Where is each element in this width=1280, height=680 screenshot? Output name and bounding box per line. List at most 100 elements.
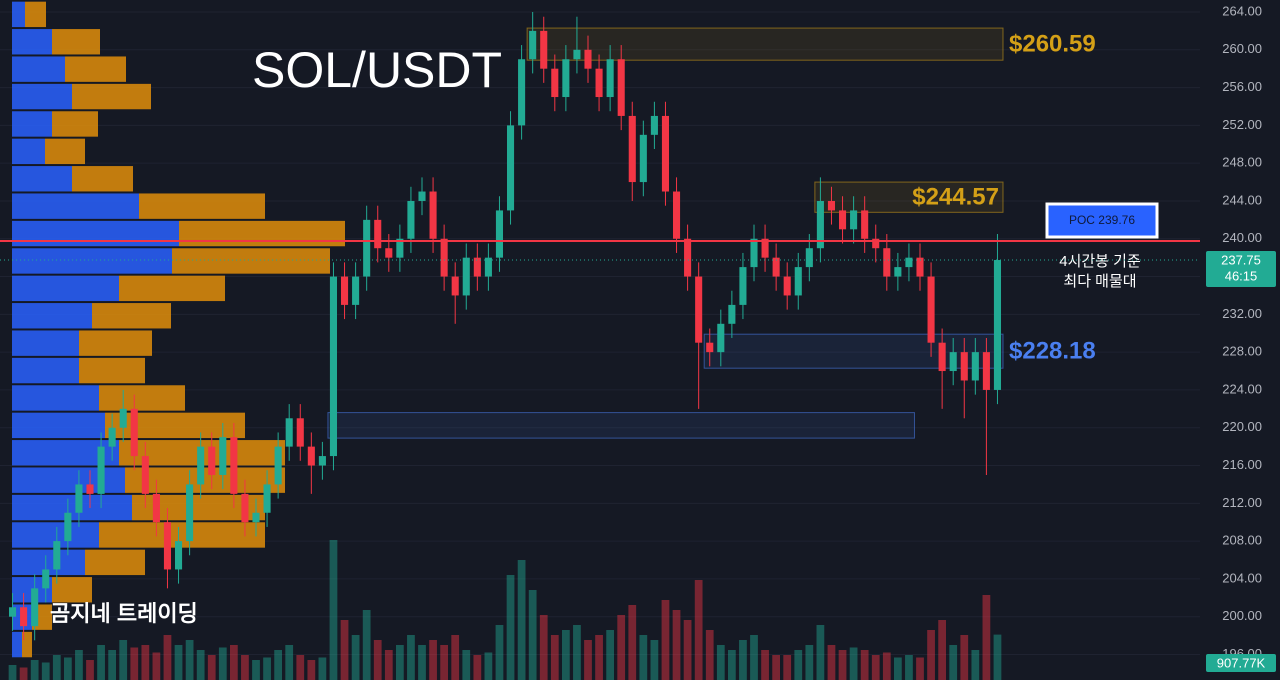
volume-bar: [41, 662, 50, 680]
candle-body: [850, 210, 858, 230]
volume-bar: [849, 647, 858, 680]
candle-body: [252, 512, 260, 523]
volume-bar: [650, 640, 659, 680]
volume-bar: [882, 652, 891, 680]
zone-label: $228.18: [1009, 338, 1096, 365]
candle-body: [119, 408, 127, 428]
candle-body: [396, 238, 404, 258]
volume-bar: [528, 590, 537, 680]
profile-bar: [12, 1, 25, 28]
volume-bar: [584, 640, 592, 680]
candle-body: [938, 342, 946, 372]
volume-bar: [86, 660, 94, 680]
volume-tag-label: 907.77K: [1217, 655, 1266, 670]
candle-body: [661, 115, 670, 192]
candle-body: [838, 210, 847, 230]
candle-body: [949, 352, 957, 372]
candle-body: [639, 134, 647, 183]
candle-body: [827, 200, 836, 211]
candle-body: [562, 59, 570, 98]
volume-bar: [19, 667, 28, 680]
candle-body: [230, 437, 238, 494]
y-tick-label: 200.00: [1222, 608, 1262, 623]
volume-bar: [97, 645, 105, 680]
candle-body: [130, 408, 138, 457]
volume-bar: [462, 650, 471, 680]
profile-bar: [79, 330, 152, 356]
volume-bar: [960, 635, 969, 680]
candle-body: [695, 276, 703, 343]
volume-bar: [860, 650, 869, 680]
candle-body: [684, 238, 692, 277]
candle-body: [352, 276, 360, 305]
candle-body: [816, 200, 824, 249]
volume-bar: [871, 655, 880, 680]
volume-bar: [617, 615, 626, 680]
candle-body: [783, 276, 791, 296]
volume-bar: [783, 655, 792, 680]
volume-bar: [672, 610, 681, 680]
candle-body: [960, 352, 968, 381]
candle-body: [429, 191, 437, 239]
volume-bar: [30, 660, 39, 680]
volume-bar: [772, 655, 781, 680]
volume-bar: [750, 635, 758, 680]
profile-bar: [52, 577, 92, 603]
candle-body: [739, 267, 747, 305]
candle-body: [772, 257, 780, 277]
volume-bar: [761, 650, 769, 680]
candle-body: [75, 484, 83, 513]
volume-bar: [274, 650, 283, 680]
profile-bar: [12, 166, 72, 192]
y-tick-label: 244.00: [1222, 192, 1262, 207]
volume-bar: [573, 625, 581, 680]
candle-body: [208, 446, 216, 475]
candle-body: [750, 238, 758, 268]
candle-body: [296, 418, 304, 447]
candle-body: [650, 115, 658, 135]
profile-bar: [105, 412, 245, 439]
volume-bar: [539, 615, 548, 680]
candle-body: [982, 352, 990, 390]
candle-body: [263, 484, 271, 513]
candle-body: [584, 49, 592, 69]
profile-bar: [12, 631, 22, 658]
zone: [703, 333, 1004, 369]
candle-body: [993, 260, 1002, 390]
candle-body: [728, 304, 736, 324]
volume-bar: [373, 640, 382, 680]
volume-bar: [982, 595, 991, 680]
profile-bar: [12, 494, 132, 521]
volume-bar: [905, 655, 913, 680]
profile-bar: [12, 193, 139, 219]
candle-body: [53, 541, 61, 570]
candle-body: [451, 276, 459, 296]
price-tag: [1206, 251, 1276, 288]
watermark: 곰지네 트레이딩: [50, 601, 198, 626]
volume-bar: [716, 645, 725, 680]
volume-bar: [993, 634, 1002, 680]
volume-bar: [694, 580, 703, 680]
volume-bar: [241, 655, 249, 680]
candle-body: [241, 493, 249, 523]
volume-bar: [174, 645, 183, 680]
candle-body: [794, 267, 802, 296]
volume-bar: [384, 650, 393, 680]
profile-bar: [72, 166, 133, 192]
y-tick-label: 208.00: [1222, 533, 1262, 548]
poc-note: 4시간봉 기준: [1059, 253, 1141, 270]
candle-body: [440, 238, 448, 277]
profile-bar: [12, 29, 52, 55]
volume-bar: [705, 630, 714, 680]
profile-bar: [172, 248, 330, 274]
profile-bar: [12, 467, 125, 493]
volume-bar: [141, 645, 150, 680]
profile-bar: [52, 29, 100, 55]
y-tick-label: 224.00: [1222, 381, 1262, 396]
candle-body: [894, 267, 902, 277]
profile-bar: [12, 330, 79, 356]
profile-bar: [12, 275, 119, 302]
candle-body: [8, 607, 17, 617]
volume-bar: [229, 645, 238, 680]
